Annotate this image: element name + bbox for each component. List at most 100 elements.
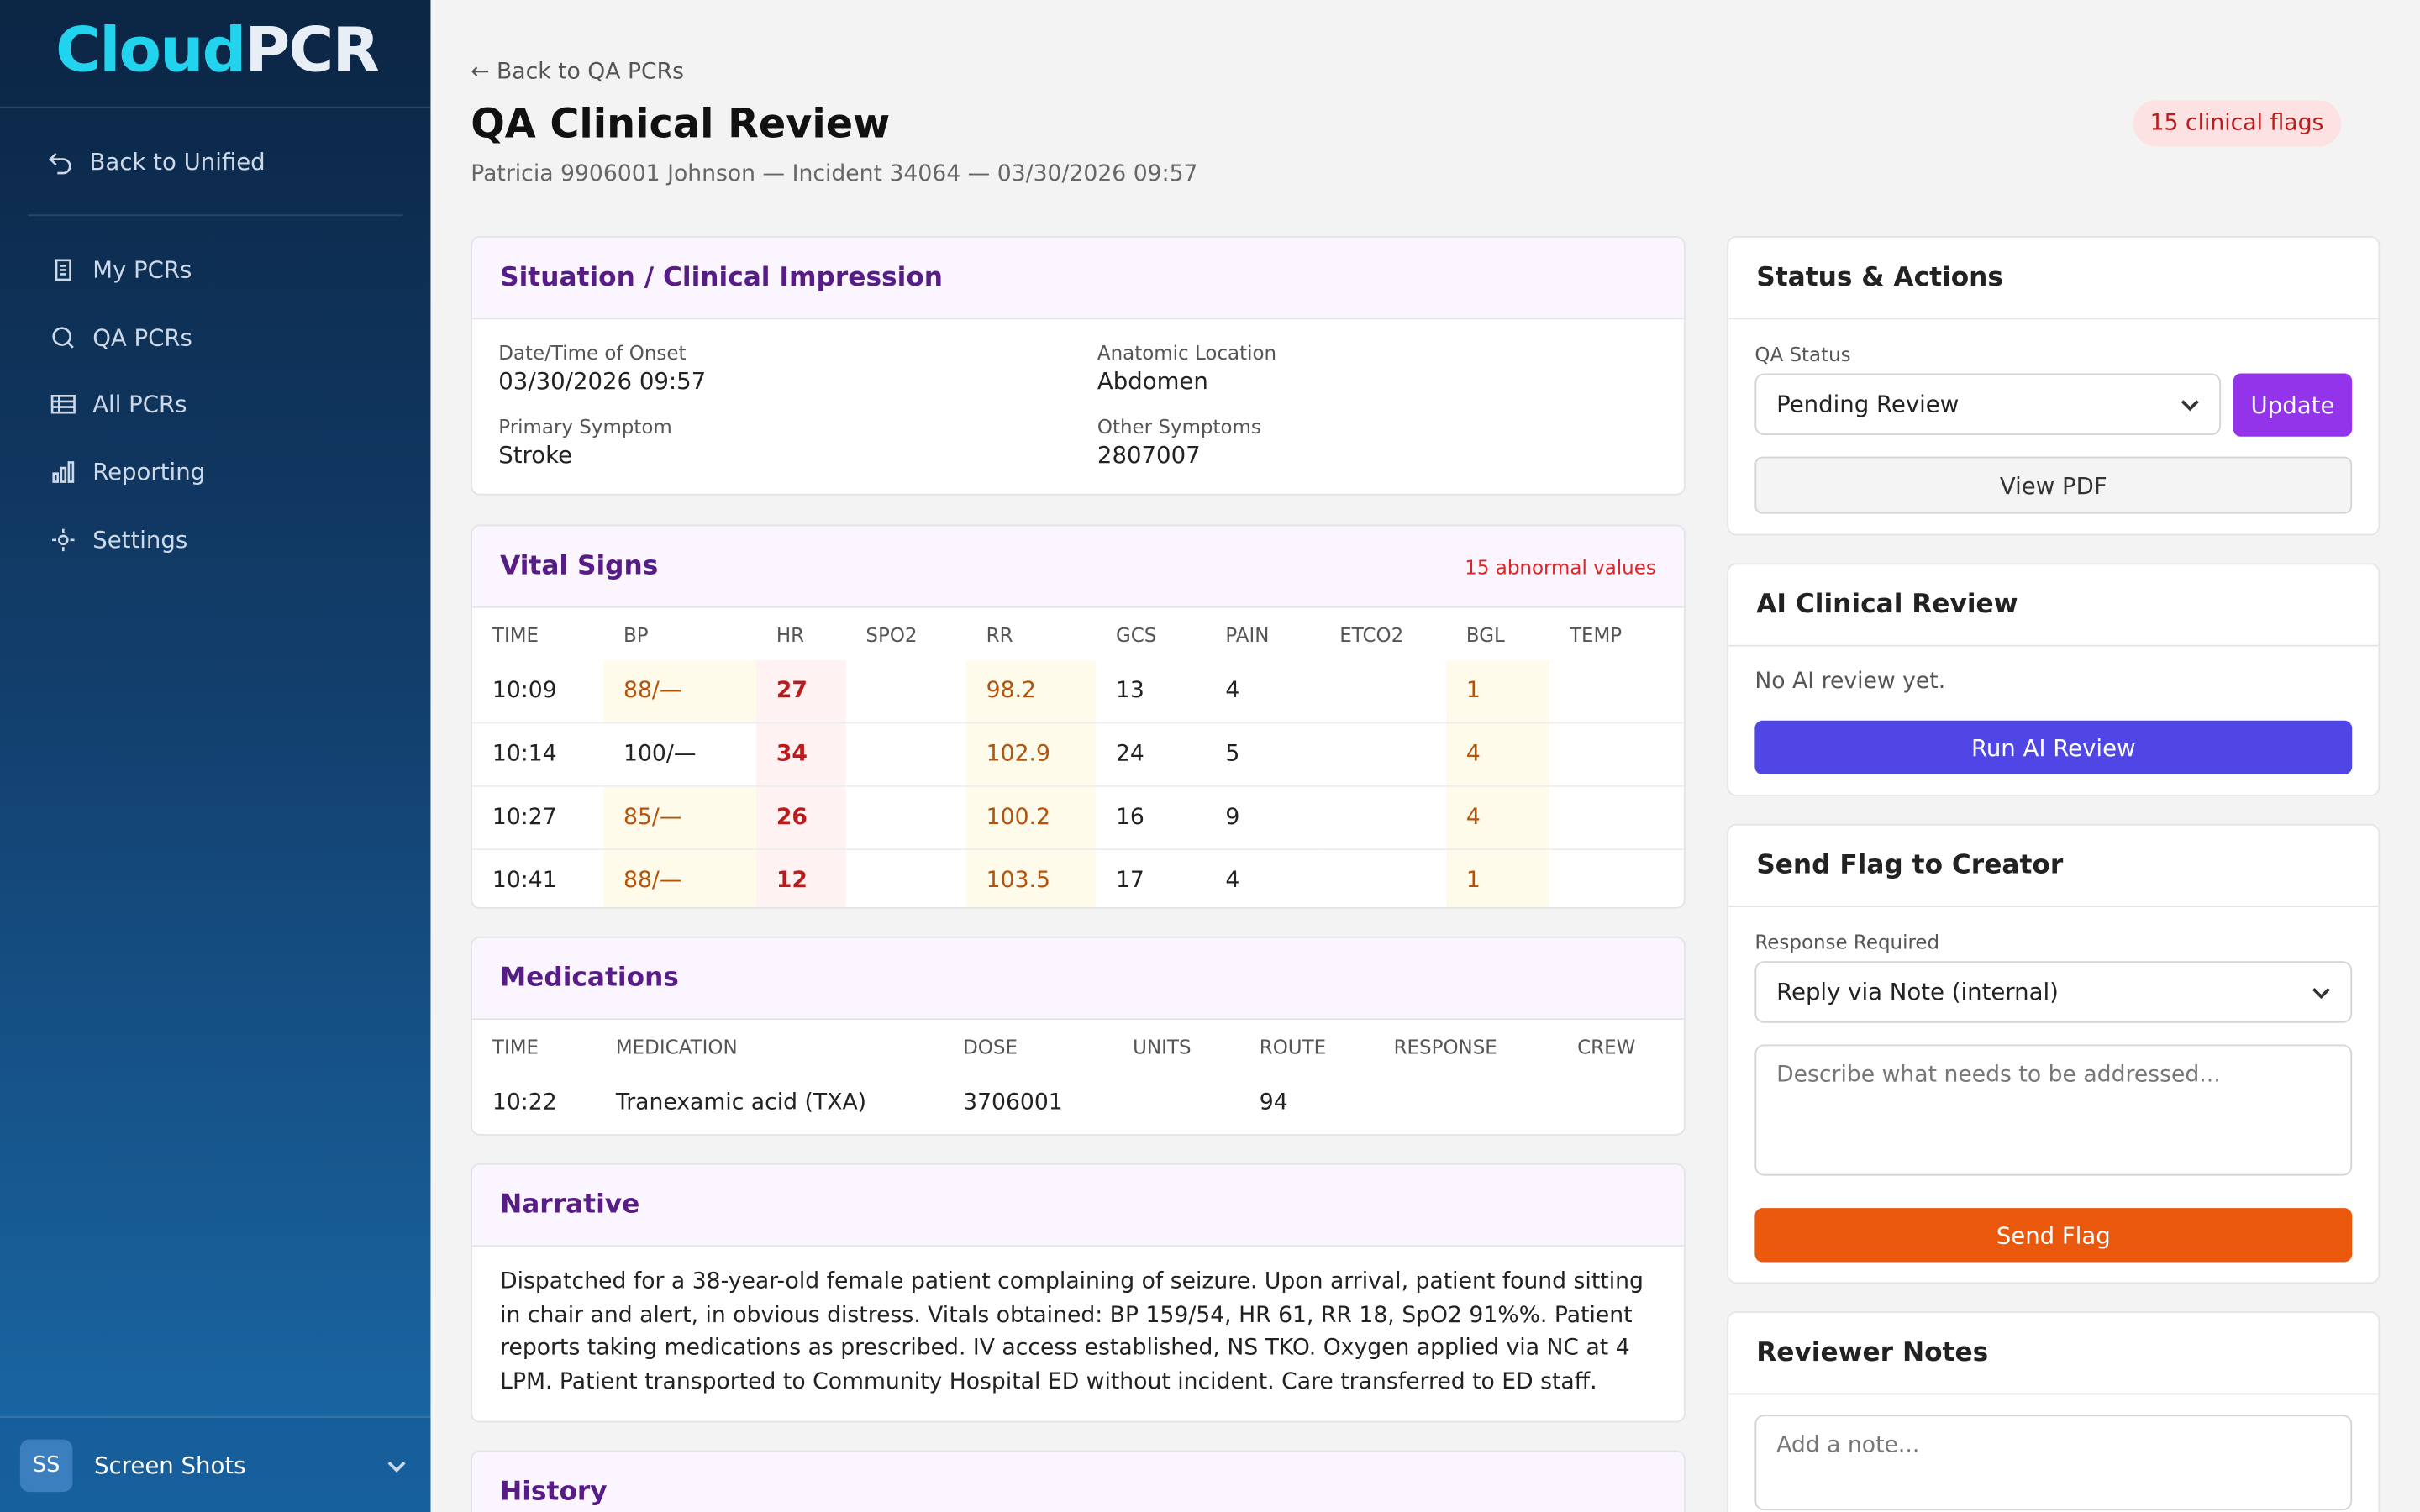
main: ← Back to QA PCRs QA Clinical Review Pat… [430,0,2420,1512]
table-row: 10:41 88/— 12 103.5 17 4 1 [472,848,1684,908]
nav-icon [50,395,76,415]
card-title: Reviewer Notes [1728,1313,2379,1395]
table-cell [845,722,966,786]
nav-icon [55,259,71,281]
table-cell [846,660,966,722]
nav-icon [52,528,75,551]
field-label: Date/Time of Onset [498,340,687,365]
card-title: Send Flag to Creator [1728,826,2379,908]
flag-textarea[interactable]: Describe what needs to be addressed... [1754,1044,2353,1176]
table-row: 10:09 88/— 27 98.2 13 4 1 [472,660,1684,723]
table-cell [1319,660,1446,722]
field-label: Primary Symptom [498,415,672,438]
card-title: Status & Actions [1728,238,2379,320]
table-cell: 12 [756,848,846,908]
column-header: PAIN [1225,622,1270,646]
abnormal-note: 15 abnormal values [1465,554,1656,578]
logo-part: PCR [245,15,380,87]
column-header: GCS [1115,622,1157,646]
column-header: UNITS [1133,1034,1192,1058]
table-cell: 100/— [603,722,757,786]
medications-table: TIME MEDICATION DOSE UNITS ROUTE RESPONSE CREW… [472,1020,1684,1134]
column-header: HR [776,622,805,646]
nav-label: QA PCRs [92,323,192,352]
field-value: Abdomen [1097,367,1208,396]
table-cell: Tranexamic acid (TXA) [615,1090,867,1116]
update-button[interactable]: Update [2233,373,2353,437]
field-value: 03/30/2026 09:57 [498,367,707,396]
table-cell: 3706001 [963,1090,1063,1116]
pdf-button[interactable]: View PDF [1754,456,2353,514]
table-cell: 4 [1446,785,1550,850]
notes-card: Reviewer Notes Add a note... [1727,1311,2381,1512]
medications-card: Medications TIME MEDICATION DOSE UNITS ROUTE… [471,936,1686,1136]
field-value: Stroke [498,441,573,470]
table-cell: 13 [1115,679,1144,704]
column-header: CREW [1577,1034,1636,1058]
column-header: BGL [1465,622,1505,646]
table-body: 10:22 Tranexamic acid (TXA) 3706001 94 [472,1073,1684,1134]
user-name: Screen Shots [94,1452,246,1480]
nav-item[interactable]: My PCRs [50,256,192,284]
table-cell: 26 [756,785,846,850]
situation-card: Situation / Clinical Impression Date/Tim… [471,236,1686,496]
table-cell [1549,722,1684,786]
table-cell: 9 [1205,785,1320,850]
table-cell [1549,785,1684,850]
table-body: 10:09 88/— 27 98.2 13 4 1 10:14 100/— 34 102.9 24 5 4… [472,660,1684,908]
column-header: MEDICATION [615,1034,738,1058]
field-label: Response Required [1754,930,1940,954]
table-cell: 94 [1259,1090,1288,1116]
user-menu[interactable]: SS Screen Shots [0,1416,431,1512]
nav-item[interactable]: All PCRs [50,391,187,418]
header-row: TIME BP HR SPO2 RR GCS PAIN ETCO2 BGL TEMP [472,608,1684,660]
vitals-card: Vital Signs 15 abnormal values TIME BP HR SP… [471,524,1686,909]
page-subtitle: Patricia 9906001 Johnson — Incident 3406… [471,161,1198,187]
table-cell: 10:09 [492,679,557,704]
back-link[interactable]: Back to Unified [46,148,266,176]
table-cell: 103.5 [965,848,1097,908]
column-header: RR [986,622,1013,646]
response-select[interactable]: Reply via Note (internal) [1754,961,2353,1023]
field-label: Other Symptoms [1097,415,1261,438]
field-value: 2807007 [1097,441,1201,470]
nav-label: Settings [92,525,188,554]
table-cell: 1 [1446,660,1550,723]
select-value: Reply via Note (internal) [1776,978,2059,1006]
nav-item[interactable]: Reporting [50,459,205,486]
table-cell: 10:27 [472,785,604,850]
table-cell: 5 [1205,722,1320,786]
field-label: QA Status [1754,342,1851,366]
nav-item[interactable]: Settings [50,526,187,554]
nav-item[interactable]: QA PCRs [50,323,192,351]
divider [0,106,431,108]
column-header: TIME [492,1034,539,1058]
table-cell: 88/— [603,660,757,723]
table-cell: 98.2 [965,660,1097,723]
send-flag-button[interactable]: Send Flag [1754,1208,2353,1263]
column-header: ROUTE [1259,1034,1327,1058]
sidebar: CloudPCR Back to Unified My PCRs QA PCRs A… [0,0,431,1512]
notes-textarea[interactable]: Add a note... [1754,1415,2353,1511]
back-text: Back to Unified [89,148,266,176]
history-card: History [471,1450,1686,1512]
table-cell [1319,848,1447,908]
column-header: SPO2 [865,622,918,646]
column-header: DOSE [963,1034,1018,1058]
table-cell: 88/— [603,848,757,908]
page-title: QA Clinical Review [471,102,891,149]
table-cell: 4 [1446,722,1550,786]
divider [28,214,403,217]
table-cell: 4 [1205,848,1320,908]
card-title: History [472,1452,1684,1512]
back-qa[interactable]: ← Back to QA PCRs [471,60,685,86]
status-select[interactable]: Pending Review [1754,373,2222,435]
table-cell [1319,722,1447,786]
table-cell: 34 [756,722,846,786]
table-cell [1557,1073,1684,1134]
chevron [387,1461,406,1473]
column-header: RESPONSE [1393,1034,1497,1058]
avatar: SS [19,1439,73,1493]
run-ai-button[interactable]: Run AI Review [1754,720,2353,775]
